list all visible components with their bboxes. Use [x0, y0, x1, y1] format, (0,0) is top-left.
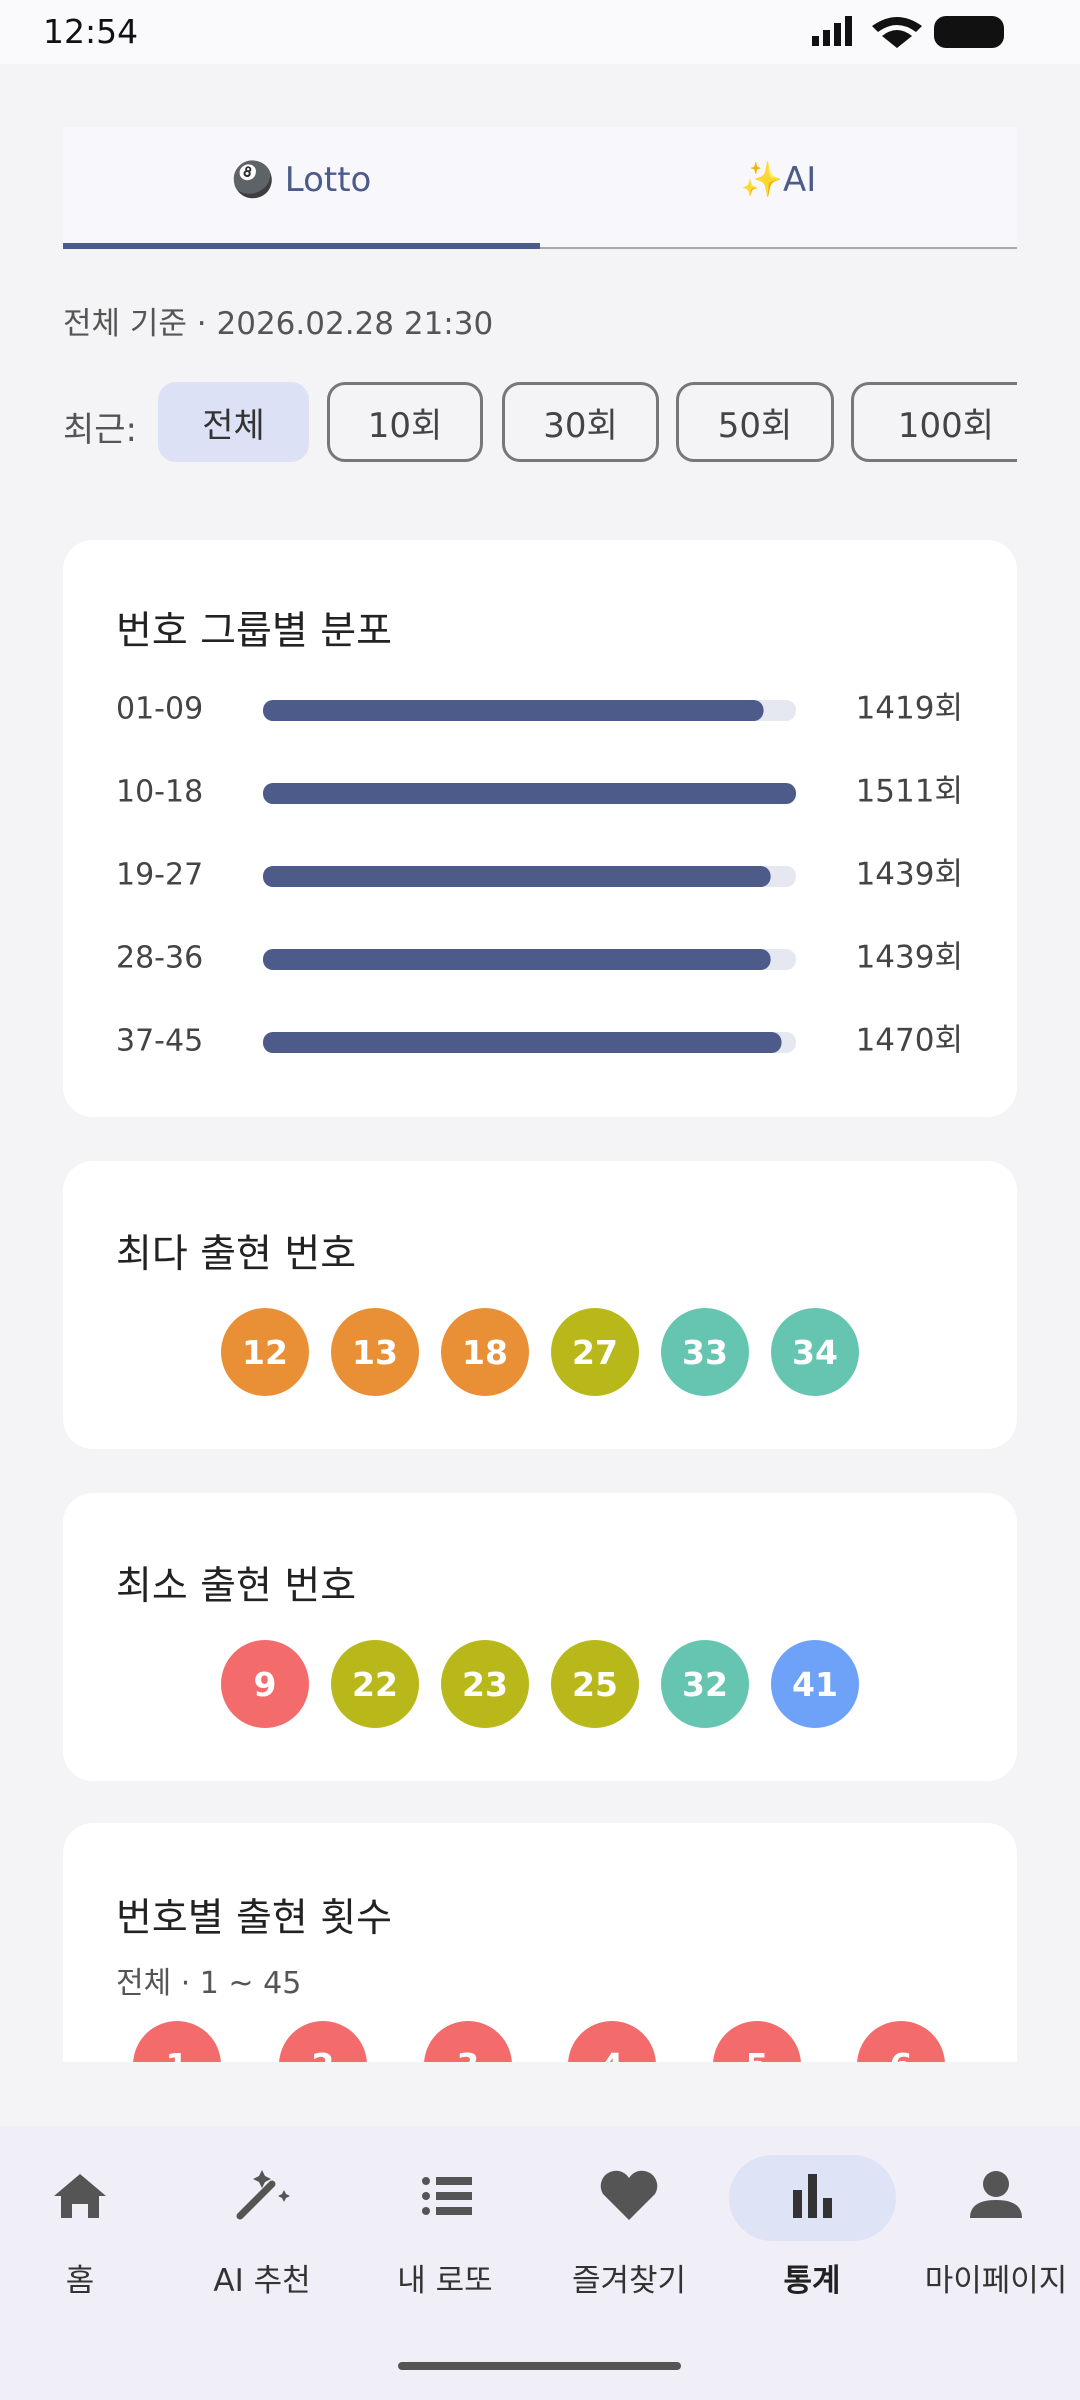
home-indicator — [398, 2362, 681, 2370]
filter-chip[interactable]: 10회 — [327, 382, 483, 462]
nav-label[interactable]: 홈 — [65, 2263, 95, 2299]
time: 12:54 — [43, 12, 139, 51]
number-ball[interactable]: 1 — [133, 2021, 221, 2062]
nav-label[interactable]: 즐겨찾기 — [571, 2263, 687, 2299]
nav-icons — [54, 2170, 1022, 2220]
number-ball[interactable]: 6 — [857, 2021, 945, 2062]
distribution-card: 번호 그룹별 분포 01-09 1419회 10-18 1511회 19-27 1439회… — [63, 540, 1017, 1117]
tab-indicator — [63, 243, 540, 249]
nav-label[interactable]: AI 추천 — [213, 2263, 311, 2299]
number-ball[interactable]: 23 — [441, 1640, 529, 1728]
group-label: 19-27 — [116, 858, 203, 893]
tab-bar — [63, 127, 1017, 249]
number-ball[interactable]: 33 — [661, 1308, 749, 1396]
filter-chip[interactable]: 30회 — [502, 382, 659, 462]
number-ball[interactable]: 3 — [424, 2021, 512, 2062]
number-ball[interactable]: 25 — [551, 1640, 639, 1728]
group-label: 01-09 — [116, 692, 203, 727]
nav-label[interactable]: 통계 — [783, 2263, 841, 2299]
number-ball[interactable]: 2 — [279, 2021, 367, 2062]
tab[interactable]: 🎱 Lotto — [231, 160, 372, 200]
bar — [263, 1032, 782, 1053]
number-ball[interactable]: 41 — [771, 1640, 859, 1728]
card-title: 번호별 출현 횟수 — [116, 1896, 392, 1941]
filter-chip[interactable]: 100회 — [851, 382, 1017, 462]
card-title: 최소 출현 번호 — [116, 1564, 357, 1609]
distribution-chart: 01-09 1419회 10-18 1511회 19-27 1439회 28-36 1439회… — [116, 691, 963, 1059]
number-ball[interactable]: 32 — [661, 1640, 749, 1728]
value-label: 1511회 — [856, 774, 963, 810]
filter-chip[interactable]: 전체 — [158, 382, 309, 462]
filter-chips: 전체 10회 30회 50회 100회 — [0, 0, 1017, 480]
group-label: 28-36 — [116, 941, 203, 976]
filter-label: 최근: — [63, 410, 138, 450]
filter-chip[interactable]: 50회 — [676, 382, 834, 462]
tab-divider — [63, 247, 1017, 249]
bar — [263, 866, 771, 887]
number-ball[interactable]: 9 — [221, 1640, 309, 1728]
group-label: 37-45 — [116, 1024, 203, 1059]
least-frequent-card: 최소 출현 번호 9 22 23 25 32 41 — [63, 1493, 1017, 1781]
most-frequent-card: 최다 출현 번호 12 13 18 27 33 34 — [63, 1161, 1017, 1449]
card-subtitle: 전체 · 1 ~ 45 — [116, 1966, 302, 2001]
value-label: 1439회 — [856, 857, 963, 893]
value-label: 1419회 — [856, 691, 963, 727]
tab[interactable]: ✨AI — [740, 160, 817, 200]
nav-label[interactable]: 마이페이지 — [924, 2263, 1068, 2299]
status-icons — [812, 16, 1004, 48]
number-ball[interactable]: 12 — [221, 1308, 309, 1396]
bottom-nav: 홈 AI 추천 내 로또 즐겨찾기 통계 마이페이지 — [0, 2126, 1080, 2400]
number-ball[interactable]: 34 — [771, 1308, 859, 1396]
number-ball[interactable]: 13 — [331, 1308, 419, 1396]
card-title: 최다 출현 번호 — [116, 1232, 357, 1277]
group-label: 10-18 — [116, 775, 203, 810]
nav-label[interactable]: 내 로또 — [397, 2263, 493, 2299]
number-ball[interactable]: 4 — [568, 2021, 656, 2062]
number-ball[interactable]: 5 — [713, 2021, 801, 2062]
basis-text: 전체 기준 · 2026.02.28 21:30 — [63, 306, 494, 342]
bar — [263, 700, 764, 721]
number-ball[interactable]: 27 — [551, 1308, 639, 1396]
value-label: 1439회 — [856, 940, 963, 976]
bar — [263, 783, 796, 804]
status-bar: 12:54 — [0, 0, 1080, 64]
number-ball[interactable]: 22 — [331, 1640, 419, 1728]
per-number-card: 번호별 출현 횟수 전체 · 1 ~ 45 1 2 3 4 5 6 — [63, 1823, 1017, 2062]
number-ball[interactable]: 18 — [441, 1308, 529, 1396]
bar — [263, 949, 771, 970]
value-label: 1470회 — [856, 1023, 963, 1059]
card-title: 번호 그룹별 분포 — [116, 609, 392, 654]
